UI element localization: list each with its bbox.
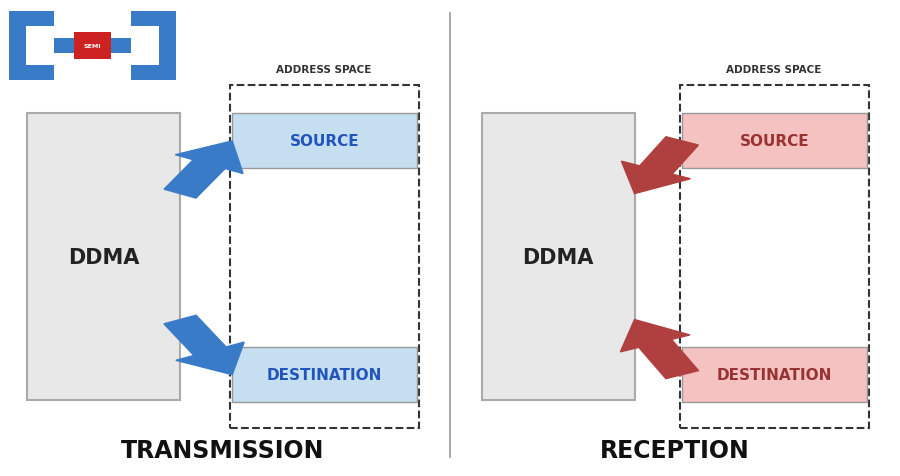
Text: DESTINATION: DESTINATION bbox=[266, 367, 382, 382]
Text: ADDRESS SPACE: ADDRESS SPACE bbox=[276, 65, 372, 75]
FancyArrow shape bbox=[621, 138, 698, 194]
Text: DESTINATION: DESTINATION bbox=[716, 367, 833, 382]
Bar bbox=[230, 86, 418, 428]
Bar bbox=[482, 114, 634, 400]
Text: DDMA: DDMA bbox=[522, 247, 594, 267]
Text: DDMA: DDMA bbox=[68, 247, 140, 267]
Bar bbox=[682, 114, 867, 169]
Bar bbox=[232, 114, 417, 169]
Text: SOURCE: SOURCE bbox=[290, 134, 359, 149]
Text: RECEPTION: RECEPTION bbox=[600, 438, 750, 462]
Bar bbox=[27, 114, 180, 400]
Bar bbox=[74, 33, 111, 60]
Bar bbox=[9, 12, 25, 81]
Bar bbox=[682, 347, 867, 402]
FancyArrow shape bbox=[164, 142, 243, 198]
Bar bbox=[232, 347, 417, 402]
Bar bbox=[9, 66, 54, 81]
Text: TRANSMISSION: TRANSMISSION bbox=[122, 438, 324, 462]
Bar bbox=[130, 66, 176, 81]
Text: SOURCE: SOURCE bbox=[740, 134, 809, 149]
FancyArrow shape bbox=[620, 320, 698, 379]
Bar bbox=[680, 86, 868, 428]
Text: SEMI: SEMI bbox=[84, 44, 101, 49]
Bar bbox=[54, 39, 130, 54]
Text: ADDRESS SPACE: ADDRESS SPACE bbox=[726, 65, 822, 75]
Bar bbox=[130, 12, 176, 27]
Bar bbox=[9, 12, 54, 27]
FancyArrow shape bbox=[164, 316, 244, 375]
Bar bbox=[159, 12, 176, 81]
